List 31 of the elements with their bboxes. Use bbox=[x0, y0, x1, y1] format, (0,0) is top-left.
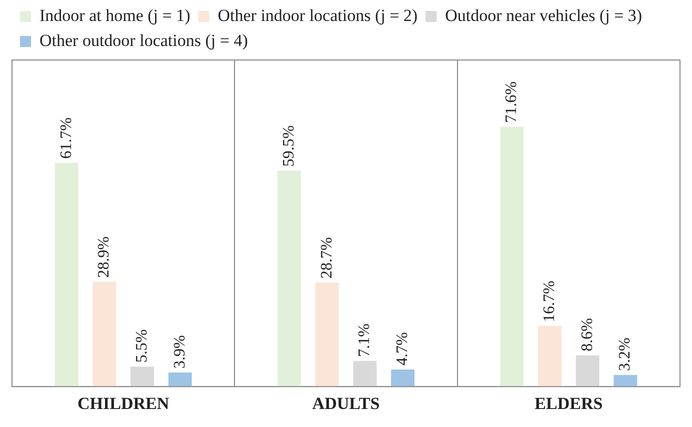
data-label: 59.5% bbox=[280, 125, 298, 167]
bar bbox=[168, 372, 192, 387]
data-label: 61.7% bbox=[58, 117, 75, 159]
legend-label: Outdoor near vehicles (j = 3) bbox=[445, 6, 642, 25]
data-label: 7.1% bbox=[356, 324, 374, 357]
bar bbox=[538, 326, 562, 387]
data-label: 28.9% bbox=[96, 236, 113, 278]
bar bbox=[500, 126, 524, 387]
data-label: 5.5% bbox=[133, 329, 150, 363]
data-label: 16.7% bbox=[540, 280, 558, 322]
data-label: 71.6% bbox=[503, 81, 520, 123]
bar bbox=[353, 360, 377, 387]
bar bbox=[92, 282, 116, 387]
bar bbox=[576, 355, 600, 387]
data-label: 8.6% bbox=[578, 318, 596, 352]
bar bbox=[614, 374, 638, 387]
data-label: 3.2% bbox=[616, 338, 634, 371]
data-label: 3.9% bbox=[171, 335, 188, 368]
bar bbox=[54, 162, 78, 387]
x-tick-label: ADULTS bbox=[312, 394, 380, 414]
data-label: 4.7% bbox=[394, 332, 411, 366]
bar bbox=[130, 366, 154, 387]
bar bbox=[315, 282, 339, 387]
x-tick-label: ELDERS bbox=[534, 394, 603, 414]
bar bbox=[391, 370, 415, 387]
legend-label: Other indoor locations (j = 2) bbox=[218, 6, 418, 25]
x-tick-label: CHILDREN bbox=[78, 394, 170, 414]
data-label: 28.7% bbox=[318, 237, 336, 278]
legend-label: Indoor at home (j = 1) bbox=[40, 6, 190, 25]
bar bbox=[277, 170, 301, 387]
legend-label: Other outdoor locations (j = 4) bbox=[40, 30, 248, 50]
